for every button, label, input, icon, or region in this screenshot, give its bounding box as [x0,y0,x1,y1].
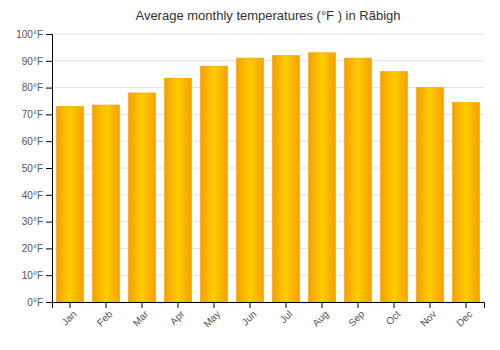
tick: 60°F [22,136,52,147]
tick: 40°F [22,190,52,201]
tick-mark [394,302,395,308]
bar [345,58,372,302]
bar [57,106,84,302]
tick-label: Sep [346,308,367,329]
bar [417,88,444,302]
tick-label: Feb [95,308,115,328]
tick-mark [46,222,52,223]
tick-mark [46,168,52,169]
tick-mark [70,302,71,308]
tick-label: Nov [418,308,438,328]
title: Average monthly temperatures (°F ) in Rā… [135,8,400,23]
tick: 10°F [22,270,52,281]
tick: Feb [95,302,115,328]
tick: 30°F [22,216,52,227]
grid-line [52,34,484,35]
tick-mark [286,302,287,308]
bar [201,66,228,302]
tick-mark [430,302,431,308]
tick: 90°F [22,56,52,67]
tick: May [201,302,222,330]
axis-line [53,303,485,309]
tick: Apr [168,302,187,327]
tick-mark [46,275,52,276]
tick: Jul [278,302,295,325]
tick-mark [46,302,52,303]
tick-label: Mar [131,308,151,328]
tick: Jun [239,302,258,328]
tick-label: 100°F [16,29,43,40]
bar [93,105,120,302]
tick-label: Jan [59,308,78,327]
tick-mark [250,302,251,308]
grid [52,34,484,302]
grid-line [52,60,484,61]
tick-mark [358,302,359,308]
tick-label: 90°F [22,56,43,67]
x-axis: Jan Feb Mar Apr May Jun Jul Aug Sep Oct Nov Dec [53,302,485,330]
tick-label: Jul [278,308,295,325]
tick: Sep [346,302,367,329]
tick-mark [178,302,179,308]
tick-mark [142,302,143,308]
tick-label: Dec [454,308,474,328]
y-axis: 0°F 10°F 20°F 30°F 40°F 50°F 60°F 70°F 80°F 90°F 1… [16,29,52,308]
tick-mark [46,141,52,142]
bar [453,102,480,302]
tick-label: Oct [384,308,403,327]
plot: 0°F 10°F 20°F 30°F 40°F 50°F 60°F 70°F 80°F 90°F 1… [16,29,484,330]
tick: Mar [131,302,151,328]
tick: Jan [59,302,78,328]
tick-label: 70°F [22,109,43,120]
tick-label: 60°F [22,136,43,147]
tick-mark [466,302,467,308]
tick-label: Aug [310,308,330,328]
bars [57,53,480,302]
tick: Aug [310,302,330,329]
tick-mark [46,88,52,89]
tick-label: May [201,308,222,329]
tick-mark [46,248,52,249]
tick: Nov [418,302,438,329]
tick: 70°F [22,109,52,120]
tick-mark [214,302,215,308]
bar [381,72,408,302]
tick-mark [322,302,323,308]
bar [129,93,156,302]
tick: 50°F [22,163,52,174]
bar [237,58,264,302]
tick-mark [46,195,52,196]
tick-label: 10°F [22,270,43,281]
tick-label: 20°F [22,243,43,254]
tick-label: 30°F [22,216,43,227]
chart-container: 0°F 10°F 20°F 30°F 40°F 50°F 60°F 70°F 80°F 90°F 1… [0,0,500,350]
tick-mark [106,302,107,308]
bar [273,55,300,302]
chart: 0°F 10°F 20°F 30°F 40°F 50°F 60°F 70°F 80°F 90°F 1… [0,0,500,350]
tick: 80°F [22,82,52,93]
bar [309,53,336,302]
tick-label: 80°F [22,82,43,93]
tick-label: Jun [239,308,258,327]
bar [165,78,192,302]
tick-mark [46,61,52,62]
tick: 20°F [22,243,52,254]
tick-mark [46,34,52,35]
tick-label: 0°F [27,297,43,308]
tick: 0°F [27,297,52,308]
axis-line [46,35,53,303]
tick: Dec [454,302,474,329]
tick: Oct [384,302,403,327]
tick-label: 40°F [22,190,43,201]
tick-label: Apr [168,308,187,327]
tick-mark [46,114,52,115]
tick-label: 50°F [22,163,43,174]
tick: 100°F [16,29,52,40]
